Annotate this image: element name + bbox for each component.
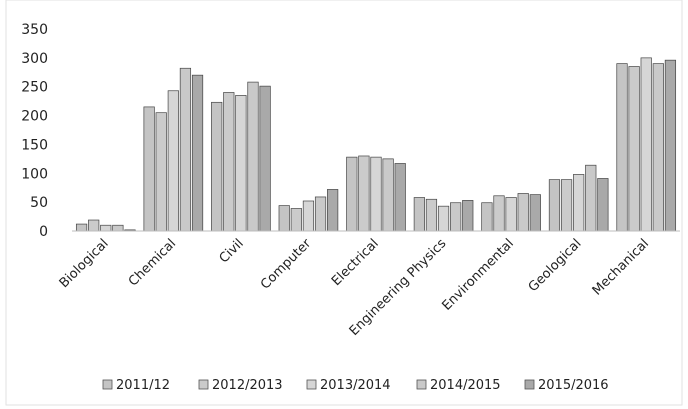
y-tick-label: 350 xyxy=(21,22,48,38)
bar xyxy=(167,90,179,232)
bar xyxy=(223,92,235,232)
bar xyxy=(394,163,406,232)
y-tick-label: 200 xyxy=(21,109,48,125)
legend: 2011/12 2012/2013 2013/2014 2014/2015 2015/2… xyxy=(102,378,609,393)
legend-swatch xyxy=(306,379,317,390)
bar xyxy=(652,63,664,232)
bar xyxy=(616,63,628,232)
bar xyxy=(529,194,541,232)
y-tick-label: 150 xyxy=(21,137,48,153)
y-tick-label: 0 xyxy=(39,224,48,240)
bar xyxy=(75,223,88,232)
bar xyxy=(191,74,204,232)
bar xyxy=(143,106,155,232)
bar xyxy=(155,112,167,232)
bar xyxy=(425,198,438,232)
bar xyxy=(88,219,100,232)
y-tick-label: 100 xyxy=(21,166,48,182)
bar xyxy=(664,59,677,232)
bar xyxy=(290,208,302,232)
legend-label: 2015/2016 xyxy=(538,378,609,393)
bar xyxy=(112,224,124,232)
bar xyxy=(370,156,382,232)
bar xyxy=(481,202,493,232)
y-axis-ticks: 0 50 100 150 200 250 300 350 xyxy=(21,22,48,240)
bar xyxy=(179,67,192,232)
bar xyxy=(382,158,394,232)
bar xyxy=(640,57,652,232)
bar xyxy=(327,189,339,232)
bars xyxy=(75,57,677,232)
legend-label: 2013/2014 xyxy=(320,378,391,393)
bar xyxy=(548,179,561,232)
y-tick-label: 250 xyxy=(21,80,48,96)
legend-swatch xyxy=(524,379,535,390)
bar xyxy=(462,200,474,232)
bar xyxy=(235,95,247,232)
legend-label: 2011/12 xyxy=(116,378,170,393)
bar xyxy=(413,197,425,232)
bar xyxy=(346,156,358,232)
bar xyxy=(314,196,327,232)
bar xyxy=(517,193,529,232)
bar xyxy=(247,81,259,232)
bar xyxy=(573,174,585,232)
legend-swatch xyxy=(198,379,209,390)
legend-label: 2014/2015 xyxy=(430,378,501,393)
bar xyxy=(597,178,609,232)
y-tick-label: 300 xyxy=(21,51,48,67)
legend-swatch xyxy=(416,379,427,390)
bar xyxy=(505,197,517,232)
legend-swatch xyxy=(102,379,113,390)
bar xyxy=(450,202,462,232)
bar xyxy=(211,101,223,232)
bar xyxy=(585,164,597,232)
bar xyxy=(259,85,271,232)
bar xyxy=(560,179,573,232)
y-tick-label: 50 xyxy=(30,195,48,211)
bar xyxy=(358,155,370,232)
bar xyxy=(278,205,290,232)
bar xyxy=(437,205,450,232)
bar xyxy=(628,66,640,232)
bar xyxy=(493,195,505,232)
bar xyxy=(100,224,112,232)
legend-label: 2012/2013 xyxy=(212,378,283,393)
bar xyxy=(302,200,315,232)
